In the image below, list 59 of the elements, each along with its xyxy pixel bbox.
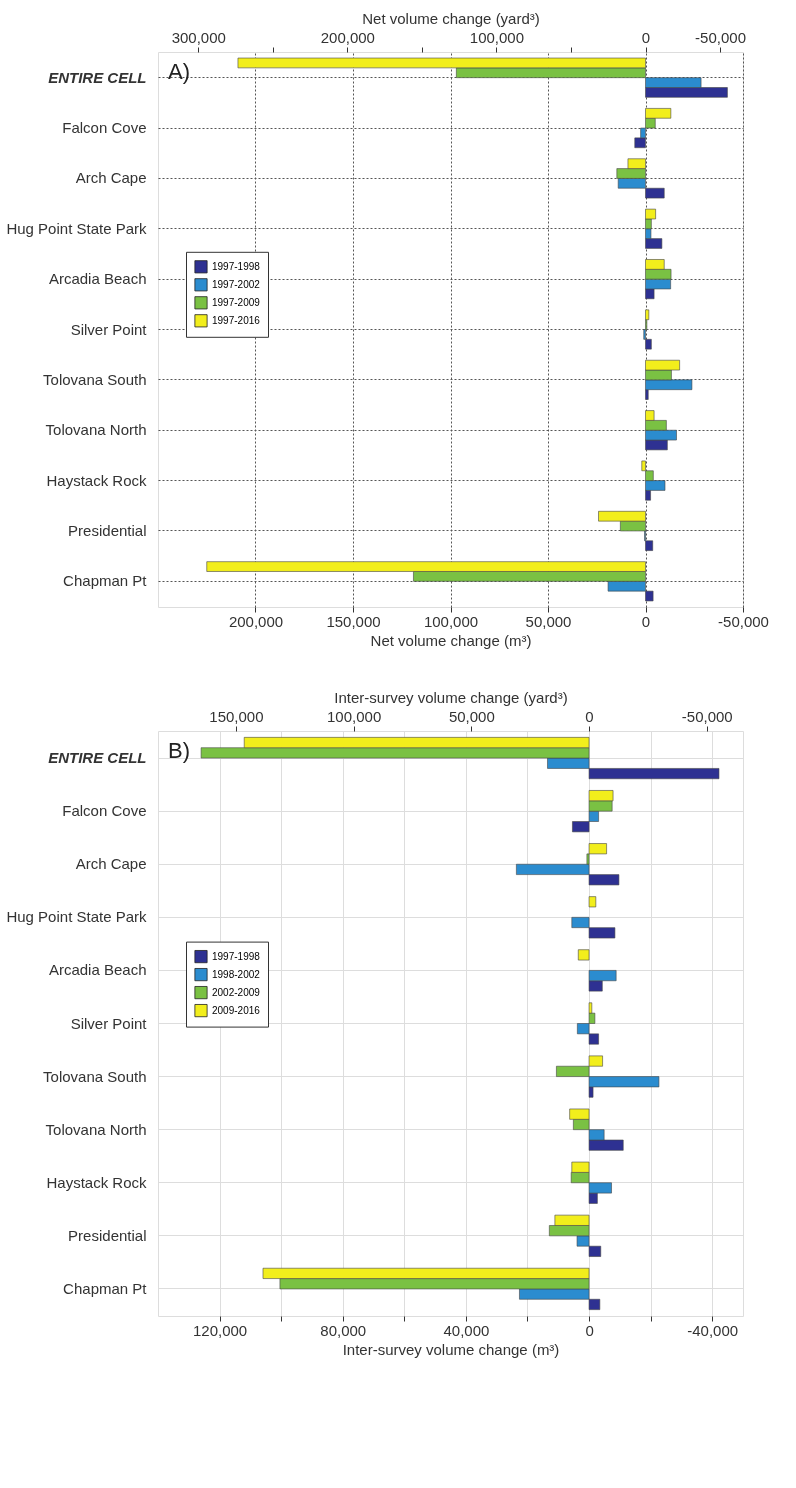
y-tick-label: Falcon Cove (62, 802, 147, 820)
y-tick-label: Haystack Rock (46, 1173, 147, 1191)
y-tick-label: ENTIRE CELL (48, 749, 147, 767)
annotation: A) (168, 59, 190, 84)
y-tick-label: Falcon Cove (62, 119, 147, 137)
x2-tick-label: 200,000 (320, 28, 375, 46)
legend-label: 2009-2016 (212, 1004, 261, 1016)
x-tick-label: 0 (641, 612, 651, 630)
y-tick-label: Hug Point State Park (6, 908, 147, 926)
x2-tick-label: 300,000 (171, 28, 226, 46)
x-tick-label: -50,000 (718, 612, 769, 630)
x2-tick-label: 0 (585, 707, 594, 725)
y-tick-label: Presidential (68, 1226, 147, 1244)
y-tick-label: Hug Point State Park (6, 219, 147, 237)
x2-tick-label: 100,000 (327, 707, 382, 725)
x2-tick-label: 50,000 (448, 707, 495, 725)
x-axis-title: Net volume change (m³) (370, 631, 532, 649)
legend-label: 1997-2009 (212, 296, 261, 308)
x-tick-label: 80,000 (320, 1321, 367, 1339)
x2-axis-title: Net volume change (yard³) (362, 9, 540, 27)
x-tick-label: 40,000 (443, 1321, 490, 1339)
bar (588, 896, 597, 908)
x2-axis-title: Inter-survey volume change (yard³) (334, 688, 568, 706)
legend-label: 2002-2009 (212, 986, 261, 998)
y-tick-label: Arcadia Beach (48, 961, 147, 979)
y-tick-label: Tolovana South (43, 1067, 147, 1085)
legend-label: 1998-2002 (212, 968, 261, 980)
legend-label: 1997-2002 (212, 278, 261, 290)
legend-label: 1997-1998 (212, 260, 261, 272)
x2-tick-label: 150,000 (209, 707, 264, 725)
x-axis-title: Inter-survey volume change (m³) (342, 1340, 560, 1358)
x-tick-label: 0 (585, 1321, 594, 1339)
y-tick-label: Silver Point (70, 1014, 148, 1032)
y-tick-label: Arcadia Beach (48, 270, 147, 288)
y-tick-label: Haystack Rock (46, 471, 147, 489)
x2-tick-label: -50,000 (681, 707, 733, 725)
x-tick-label: 150,000 (326, 612, 381, 630)
x-tick-label: 100,000 (423, 612, 479, 630)
y-tick-label: Silver Point (70, 320, 148, 338)
y-tick-label: Tolovana North (45, 421, 147, 439)
x-tick-label: 200,000 (228, 612, 284, 630)
x-tick-label: 120,000 (192, 1321, 248, 1339)
y-tick-label: Tolovana South (43, 370, 147, 388)
legend-label: 1997-2016 (212, 314, 261, 326)
y-tick-label: Arch Cape (75, 855, 147, 873)
annotation: B) (168, 738, 190, 763)
x2-tick-label: -50,000 (695, 28, 746, 46)
x-tick-label: -40,000 (687, 1321, 739, 1339)
y-tick-label: Arch Cape (75, 169, 147, 187)
x-tick-label: 50,000 (525, 612, 572, 630)
y-tick-label: Presidential (68, 521, 147, 539)
y-tick-label: ENTIRE CELL (48, 68, 147, 86)
y-tick-label: Tolovana North (45, 1120, 147, 1138)
y-tick-label: Chapman Pt (63, 572, 148, 590)
x2-tick-label: 100,000 (469, 28, 525, 46)
bar (577, 949, 590, 961)
y-tick-label: Chapman Pt (63, 1279, 148, 1297)
legend-label: 1997-1998 (212, 950, 261, 962)
x2-tick-label: 0 (641, 28, 651, 46)
